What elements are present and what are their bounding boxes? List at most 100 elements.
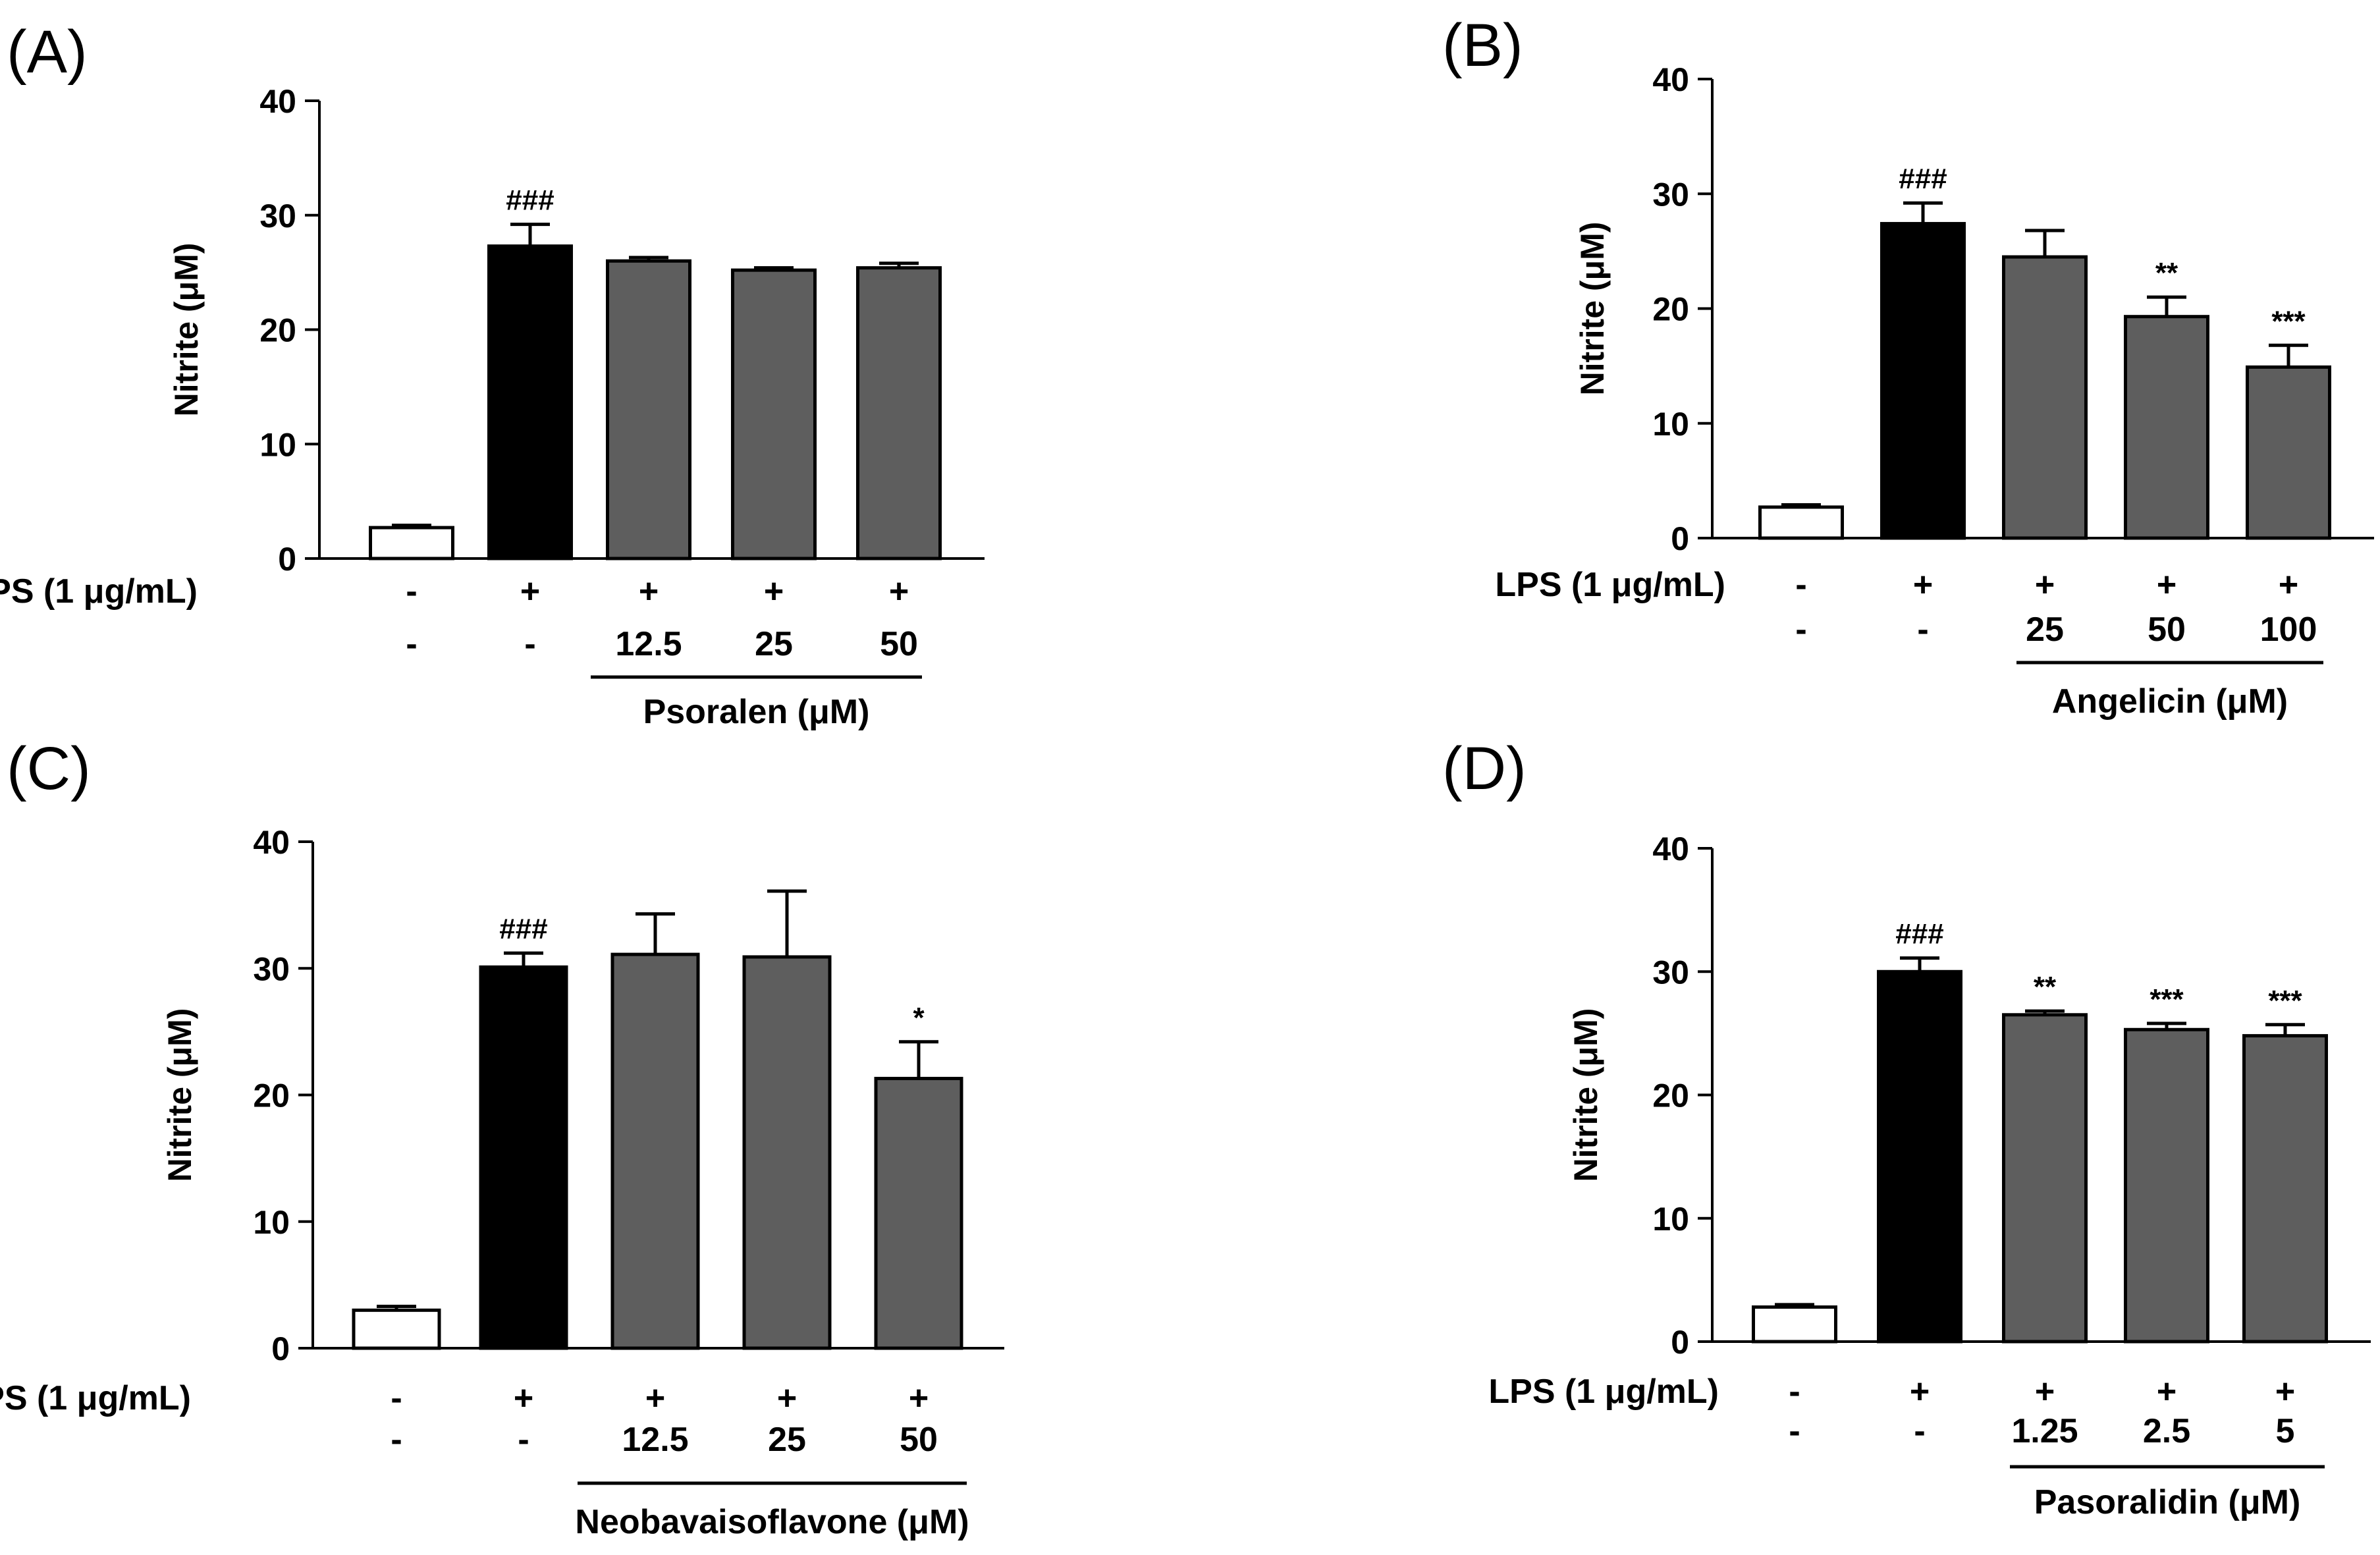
lps-indicator: + bbox=[777, 1379, 797, 1417]
lps-indicator: + bbox=[2275, 1373, 2295, 1411]
lps-indicator: + bbox=[2157, 1373, 2177, 1411]
dose-label: 100 bbox=[2260, 611, 2317, 649]
y-tick-label: 40 bbox=[253, 824, 290, 861]
y-tick-label: 30 bbox=[1652, 176, 1689, 213]
dose-label: 25 bbox=[2026, 611, 2064, 649]
panel-label: (D) bbox=[1442, 735, 1527, 802]
bar bbox=[2246, 365, 2331, 540]
dose-label: - bbox=[391, 1421, 402, 1459]
y-axis-title: Nitrite (μM) bbox=[1574, 222, 1611, 396]
lps-indicator: + bbox=[764, 572, 784, 611]
lps-indicator: - bbox=[391, 1379, 402, 1417]
lps-row-label: LPS (1 μg/mL) bbox=[0, 1379, 191, 1417]
dose-label: 25 bbox=[755, 625, 793, 663]
significance-mark: ### bbox=[499, 913, 547, 945]
panel-label: (B) bbox=[1442, 12, 1523, 79]
bar bbox=[606, 259, 691, 560]
lps-indicator: + bbox=[1910, 1373, 1930, 1411]
bar bbox=[2002, 1013, 2088, 1344]
dose-label: - bbox=[1795, 611, 1806, 649]
y-tick-label: 10 bbox=[253, 1204, 290, 1241]
lps-row-label: LPS (1 μg/mL) bbox=[0, 572, 198, 611]
bar bbox=[352, 1308, 441, 1350]
significance-mark: *** bbox=[2268, 985, 2302, 1017]
lps-indicator: + bbox=[2035, 1373, 2055, 1411]
lps-indicator: + bbox=[2157, 566, 2177, 604]
bar bbox=[487, 244, 573, 560]
dose-label: 25 bbox=[768, 1421, 806, 1459]
bar bbox=[479, 965, 568, 1350]
dose-label: 50 bbox=[2148, 611, 2186, 649]
significance-mark: * bbox=[913, 1002, 925, 1034]
y-tick-label: 20 bbox=[1652, 1078, 1689, 1114]
lps-indicator: + bbox=[645, 1379, 665, 1417]
bar bbox=[874, 1077, 963, 1350]
compound-label: Pasoralidin (μM) bbox=[2034, 1483, 2301, 1521]
bar bbox=[856, 266, 942, 560]
lps-indicator: + bbox=[514, 1379, 533, 1417]
y-tick-label: 0 bbox=[1671, 1324, 1689, 1361]
bar bbox=[369, 526, 454, 560]
compound-label: Neobavaisoflavone (μM) bbox=[575, 1503, 969, 1541]
lps-indicator: + bbox=[2035, 566, 2055, 604]
dose-label: - bbox=[1914, 1412, 1925, 1450]
y-axis-title: Nitrite (μM) bbox=[161, 1008, 198, 1182]
dose-label: 1.25 bbox=[2011, 1412, 2078, 1450]
y-tick-label: 20 bbox=[259, 312, 296, 349]
significance-mark: *** bbox=[2271, 305, 2306, 337]
dose-label: - bbox=[518, 1421, 529, 1459]
lps-indicator: + bbox=[639, 572, 659, 611]
y-tick-label: 40 bbox=[1652, 831, 1689, 867]
chart-panel-b: (B) 0 10 20 30 40 Nitrite (μM) - - ### + - +25 ** +50 *… bbox=[1442, 12, 2374, 721]
dose-label: 12.5 bbox=[622, 1421, 688, 1459]
y-tick-label: 10 bbox=[1652, 406, 1689, 443]
significance-mark: ** bbox=[2155, 257, 2178, 289]
bar bbox=[1880, 222, 1966, 540]
dose-label: - bbox=[524, 625, 535, 663]
lps-indicator: - bbox=[406, 572, 417, 611]
bar bbox=[2242, 1034, 2328, 1344]
lps-indicator: + bbox=[1913, 566, 1933, 604]
bar bbox=[742, 955, 832, 1350]
y-tick-label: 30 bbox=[259, 198, 296, 234]
y-tick-label: 10 bbox=[1652, 1201, 1689, 1238]
y-tick-label: 40 bbox=[259, 83, 296, 120]
bar bbox=[731, 268, 817, 560]
y-tick-label: 40 bbox=[1652, 61, 1689, 98]
significance-mark: ### bbox=[1899, 163, 1947, 195]
chart-panel-a: (A) 0 10 20 30 40 Nitrite (μM) - - ### + - +12.5 +25 +… bbox=[0, 18, 985, 731]
y-tick-label: 0 bbox=[1671, 520, 1689, 557]
y-tick-label: 0 bbox=[278, 541, 296, 578]
lps-indicator: + bbox=[909, 1379, 929, 1417]
dose-label: - bbox=[1789, 1412, 1800, 1450]
significance-mark: *** bbox=[2150, 983, 2184, 1016]
lps-indicator: + bbox=[889, 572, 909, 611]
dose-label: - bbox=[406, 625, 417, 663]
lps-indicator: - bbox=[1789, 1373, 1800, 1411]
y-axis-title: Nitrite (μM) bbox=[1567, 1008, 1604, 1182]
dose-label: - bbox=[1917, 611, 1928, 649]
y-tick-label: 30 bbox=[1652, 954, 1689, 991]
lps-row-label: LPS (1 μg/mL) bbox=[1495, 566, 1725, 604]
bar bbox=[2124, 315, 2209, 540]
dose-label: 2.5 bbox=[2143, 1412, 2190, 1450]
compound-label: Psoralen (μM) bbox=[643, 693, 870, 731]
bar bbox=[1758, 505, 1844, 540]
significance-mark: ** bbox=[2034, 971, 2057, 1003]
y-tick-label: 0 bbox=[271, 1330, 290, 1367]
dose-label: 5 bbox=[2276, 1412, 2295, 1450]
bar bbox=[2002, 255, 2088, 540]
y-axis-title: Nitrite (μM) bbox=[168, 243, 205, 417]
y-tick-label: 20 bbox=[1652, 291, 1689, 328]
chart-panel-c: (C) 0 10 20 30 40 Nitrite (μM) - - ### + - +12.5 +25 *… bbox=[0, 735, 1004, 1541]
significance-mark: ### bbox=[506, 184, 554, 217]
bar bbox=[1752, 1305, 1837, 1344]
lps-indicator: - bbox=[1795, 566, 1806, 604]
dose-label: 50 bbox=[900, 1421, 938, 1459]
y-tick-label: 30 bbox=[253, 950, 290, 987]
y-tick-label: 10 bbox=[259, 426, 296, 463]
bar bbox=[610, 952, 700, 1350]
dose-label: 50 bbox=[880, 625, 918, 663]
